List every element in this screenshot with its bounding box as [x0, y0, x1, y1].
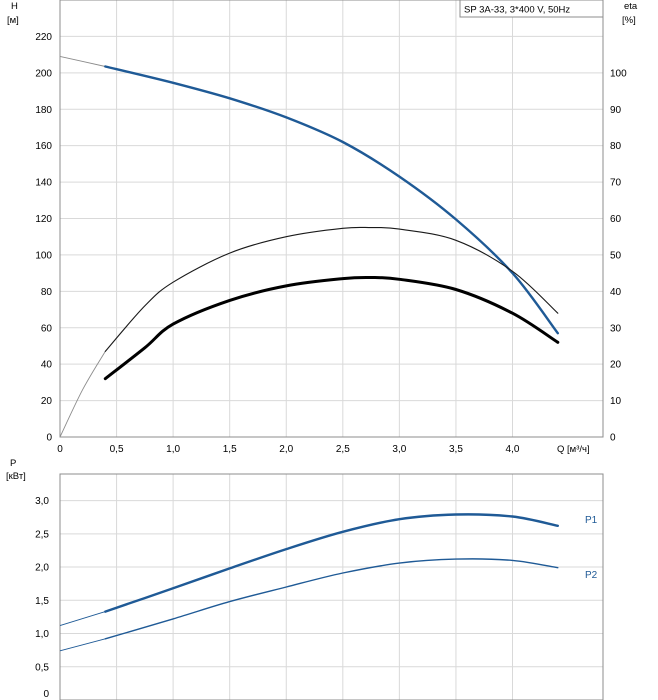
bottom-plot-frame	[59, 473, 604, 700]
y2-tick-label: 0	[610, 433, 616, 444]
x-tick-label: 0,5	[110, 444, 124, 455]
x-tick-label: 3,0	[392, 444, 406, 455]
y2-tick-label: 30	[610, 323, 622, 334]
power-tick-label: 1,0	[35, 629, 49, 640]
p1-extrapolation	[59, 611, 106, 627]
head-axis-unit: [м]	[7, 15, 19, 26]
x-tick-label: 0	[57, 444, 63, 455]
y2-tick-label: 50	[610, 250, 622, 261]
bottom-series	[59, 513, 559, 652]
bottom-grid	[60, 474, 603, 700]
top-tick-labels: 0 0,5 1,0 1,5 2,0 2,5 3,0 3,5 4,0020406080100120…	[35, 32, 627, 455]
eta_thin-curve	[104, 226, 559, 352]
H-extrapolation	[59, 55, 106, 67]
x-tick-label: 4,0	[506, 444, 520, 455]
y2-tick-label: 40	[610, 287, 622, 298]
top-plot-frame	[59, 0, 604, 438]
H-curve	[104, 65, 559, 335]
y2-tick-label: 10	[610, 396, 622, 407]
x-tick-label: 2,5	[336, 444, 350, 455]
flow-axis-label: Q [м³/ч]	[557, 444, 590, 455]
top-series	[59, 55, 560, 438]
y-tick-label: 80	[41, 287, 53, 298]
y2-tick-label: 100	[610, 68, 627, 79]
series-label-p2: P2	[585, 570, 598, 581]
power-tick-label: 3,0	[35, 496, 49, 507]
y2-tick-label: 20	[610, 360, 622, 371]
x-tick-label: 2,0	[279, 444, 293, 455]
eta_thin-extrapolation	[59, 351, 106, 438]
y2-tick-label: 60	[610, 214, 622, 225]
p1-curve	[104, 513, 559, 613]
eta_thick-curve	[103, 275, 560, 381]
y-tick-label: 0	[46, 433, 52, 444]
y2-tick-label: 70	[610, 178, 622, 189]
power-axis-label: P	[10, 458, 16, 469]
series-label-p1: P1	[585, 515, 598, 526]
pump-legend-text: SP 3A-33, 3*400 V, 50Hz	[464, 5, 570, 16]
y-tick-label: 200	[35, 68, 52, 79]
y-tick-label: 40	[41, 360, 53, 371]
y-tick-label: 100	[35, 250, 52, 261]
x-tick-label: 3,5	[449, 444, 463, 455]
y-tick-label: 160	[35, 141, 52, 152]
power-tick-label: 0,5	[35, 662, 49, 673]
head-axis-label: H	[11, 1, 18, 12]
eta-axis-unit: [%]	[622, 15, 636, 26]
y-tick-label: 60	[41, 323, 53, 334]
power-tick-label: 1,5	[35, 596, 49, 607]
p2-extrapolation	[59, 638, 106, 652]
pump-legend-box	[459, 0, 604, 18]
y2-tick-label: 80	[610, 141, 622, 152]
power-tick-label: 2,5	[35, 529, 49, 540]
y2-tick-label: 90	[610, 105, 622, 116]
top-grid	[60, 0, 603, 437]
y-tick-label: 120	[35, 214, 52, 225]
bottom-tick-labels: 0 0,5 1,0 1,5 2,0 2,5 3,0	[35, 496, 49, 700]
p2-curve	[104, 558, 559, 640]
y-tick-label: 20	[41, 396, 53, 407]
power-axis-unit: [кВт]	[6, 471, 26, 482]
power-tick-label: 2,0	[35, 563, 49, 574]
x-tick-label: 1,0	[166, 444, 180, 455]
x-tick-label: 1,5	[223, 444, 237, 455]
y-tick-label: 220	[35, 32, 52, 43]
y-tick-label: 180	[35, 105, 52, 116]
eta-axis-label: eta	[624, 1, 638, 12]
y-tick-label: 140	[35, 178, 52, 189]
power-tick-label: 0	[43, 689, 49, 700]
